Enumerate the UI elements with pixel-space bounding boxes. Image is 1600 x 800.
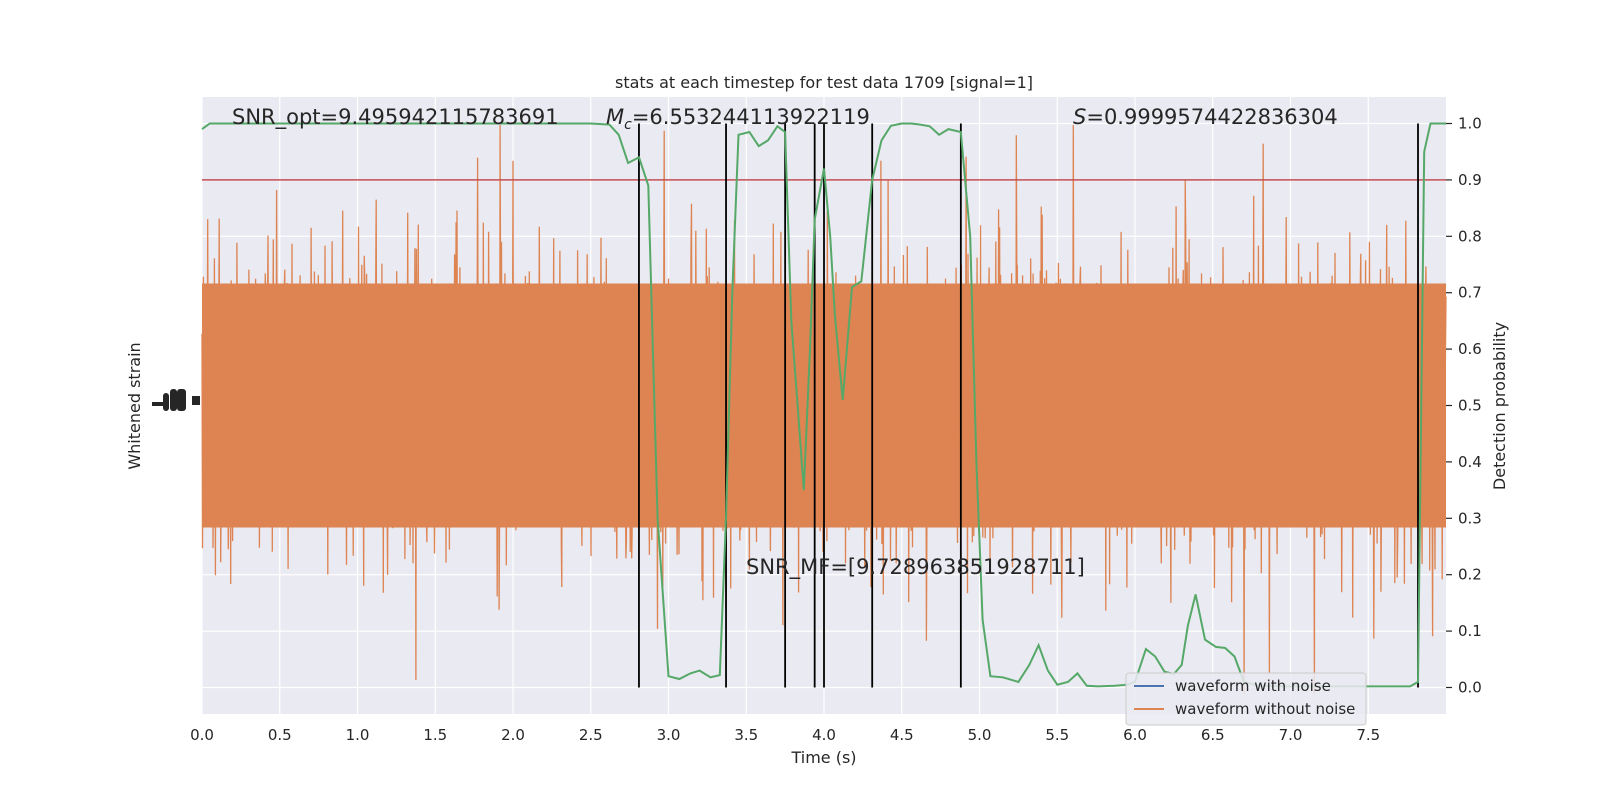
x-tick-label: 2.5 [579,726,603,744]
right-tick-label: 0.6 [1458,340,1482,358]
x-tick-label: 7.5 [1356,726,1380,744]
detection-probability-line [201,122,1446,688]
x-tick-label: 5.0 [968,726,992,744]
legend-label-with-noise: waveform with noise [1175,677,1331,695]
x-tick-label: 6.5 [1201,726,1225,744]
legend-label-without-noise: waveform without noise [1175,700,1355,718]
right-tick-label: 0.2 [1458,566,1482,584]
event-lines [638,123,1419,688]
right-tick-label: 0.7 [1458,284,1482,302]
x-tick-label: 0.5 [268,726,292,744]
x-tick-label: 6.0 [1123,726,1147,744]
x-tick-label: 0.0 [190,726,214,744]
x-tick-label: 4.0 [812,726,836,744]
right-axis-label: Detection probability [1490,322,1509,490]
x-tick-label: 2.0 [501,726,525,744]
x-tick-label: 1.5 [423,726,447,744]
right-tick-label: 0.3 [1458,509,1482,527]
x-tick-label: 7.0 [1279,726,1303,744]
right-tick-label: 0.8 [1458,227,1482,245]
legend: waveform with noise waveform without noi… [1125,672,1367,726]
right-tick-label: 0.4 [1458,453,1482,471]
right-tick-label: 0.1 [1458,622,1482,640]
snr-opt-annotation: SNR_opt=9.495942115783691 [232,105,559,130]
chart-title: stats at each timestep for test data 170… [615,73,1033,92]
left-axis-ticks-clutter [152,389,200,411]
right-tick-label: 0.0 [1458,678,1482,696]
x-tick-label: 3.5 [734,726,758,744]
mc-annotation: Mc=6.553244113922119 [606,105,870,133]
snr-mf-annotation: SNR_MF=[9.728963851928711] [746,555,1085,580]
x-tick-label: 1.0 [346,726,370,744]
s-annotation: S=0.9999574422836304 [1073,105,1338,129]
x-tick-label: 3.0 [657,726,681,744]
left-axis-label: Whitened strain [125,342,144,469]
right-axis-ticks: 0.0 0.1 0.2 0.3 0.4 0.5 0.6 0.7 0.8 0.9 1.0 [1446,115,1482,696]
x-axis-ticks: 0.0 0.5 1.0 1.5 2.0 2.5 3.0 3.5 4.0 4.5 5.0 5.5 6.0 6… [190,726,1380,744]
x-tick-label: 5.5 [1045,726,1069,744]
x-tick-label: 4.5 [890,726,914,744]
x-axis-label: Time (s) [790,748,856,767]
right-tick-label: 1.0 [1458,115,1482,133]
right-tick-label: 0.9 [1458,171,1482,189]
right-tick-label: 0.5 [1458,397,1482,415]
